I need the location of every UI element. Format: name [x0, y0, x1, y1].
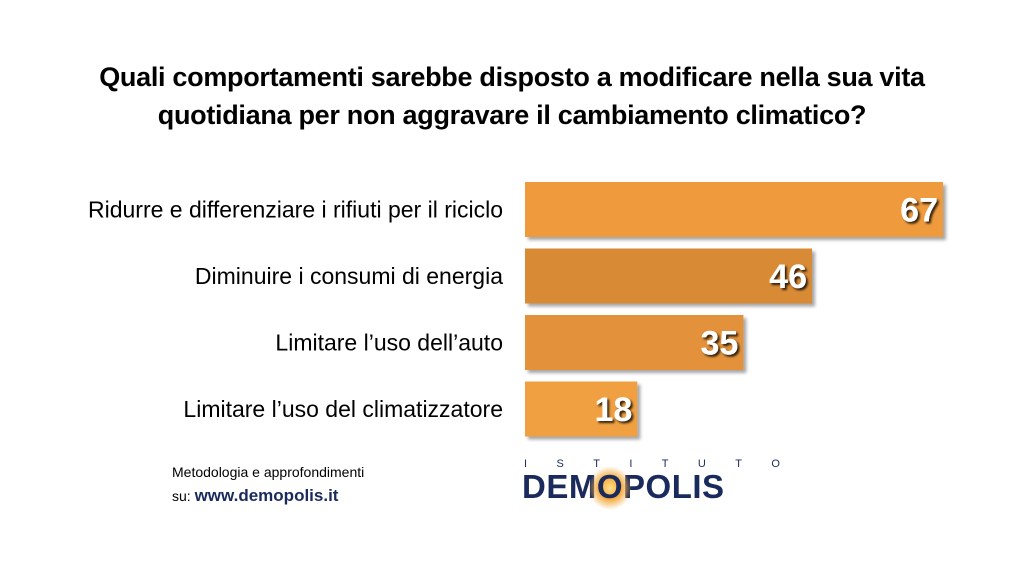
- logo-letter: T: [593, 458, 600, 470]
- chart-title-line-1: Quali comportamenti sarebbe disposto a m…: [99, 62, 925, 92]
- logo-wordmark: DEM OPOLIS: [522, 465, 782, 510]
- bar: [525, 381, 638, 437]
- category-label: Diminuire i consumi di energia: [195, 263, 503, 289]
- logo-part-2: POLIS: [623, 468, 725, 505]
- bar: [525, 182, 943, 237]
- demopolis-link[interactable]: www.demopolis.it: [194, 486, 339, 505]
- link-prefix: su:: [172, 488, 191, 504]
- category-label: Limitare l’uso del climatizzatore: [183, 396, 503, 422]
- logo-letter: T: [735, 458, 742, 470]
- logo-letter: T: [661, 458, 669, 470]
- chart-title: Quali comportamenti sarebbe disposto a m…: [0, 58, 1024, 134]
- bar: [525, 315, 744, 370]
- logo-letter: O: [771, 458, 780, 470]
- category-label: Limitare l’uso dell’auto: [275, 330, 503, 356]
- chart-title-line-2: quotidiana per non aggravare il cambiame…: [157, 100, 867, 130]
- bars-group: Ridurre e differenziare i rifiuti per il…: [88, 182, 943, 437]
- methodology-note: Metodologia e approfondimenti su: www.de…: [172, 460, 364, 508]
- logo-letter: I: [524, 458, 528, 470]
- data-label: 18: [594, 391, 632, 429]
- logo-part-1: DEM: [522, 468, 597, 505]
- logo-sun-o: O: [587, 465, 632, 510]
- methodology-line: Metodologia e approfondimenti: [172, 464, 365, 480]
- bar: [525, 248, 812, 304]
- data-label: 35: [701, 325, 739, 363]
- data-label: 46: [769, 258, 807, 296]
- category-label: Ridurre e differenziare i rifiuti per il…: [88, 197, 503, 223]
- data-label: 67: [900, 192, 938, 230]
- logo-letter: U: [697, 458, 706, 470]
- logo-letter: I: [629, 458, 633, 470]
- logo-letter: S: [556, 458, 564, 470]
- sun-icon: [587, 465, 632, 510]
